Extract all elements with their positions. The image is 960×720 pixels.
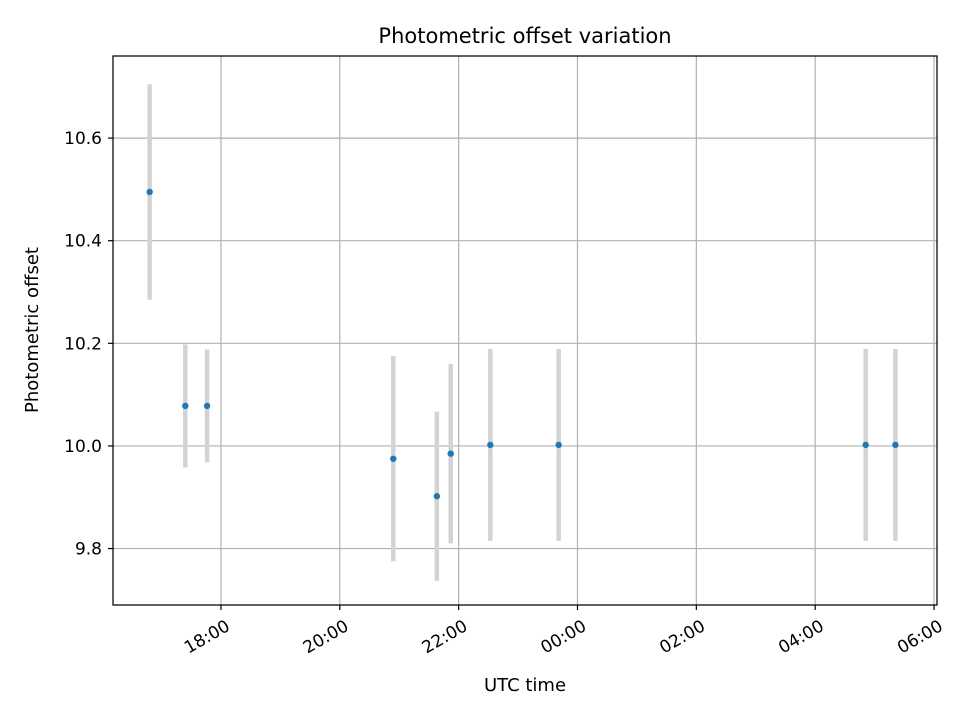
y-tick-label: 10.4 (64, 232, 102, 252)
y-tick-label: 9.8 (75, 540, 102, 560)
data-point (862, 441, 869, 449)
data-point (182, 402, 189, 410)
data-point (146, 188, 153, 196)
data-point (487, 441, 494, 449)
x-axis-title: UTC time (484, 675, 566, 696)
y-axis-title: Photometric offset (22, 247, 43, 413)
plot-area (113, 56, 937, 605)
data-point (892, 441, 899, 449)
y-tick-label: 10.0 (64, 437, 102, 457)
data-point (555, 441, 562, 449)
y-tick-label: 10.6 (64, 129, 102, 149)
data-points (146, 188, 899, 500)
y-axis: 9.8 10.0 10.2 10.4 10.6 (64, 129, 113, 560)
chart-title: Photometric offset variation (378, 24, 671, 48)
data-point (203, 402, 211, 410)
plot-frame (112, 55, 938, 606)
data-point (447, 450, 454, 457)
data-point (390, 455, 397, 462)
data-point (433, 493, 441, 500)
grid (113, 56, 937, 605)
y-tick-label: 10.2 (64, 334, 102, 354)
